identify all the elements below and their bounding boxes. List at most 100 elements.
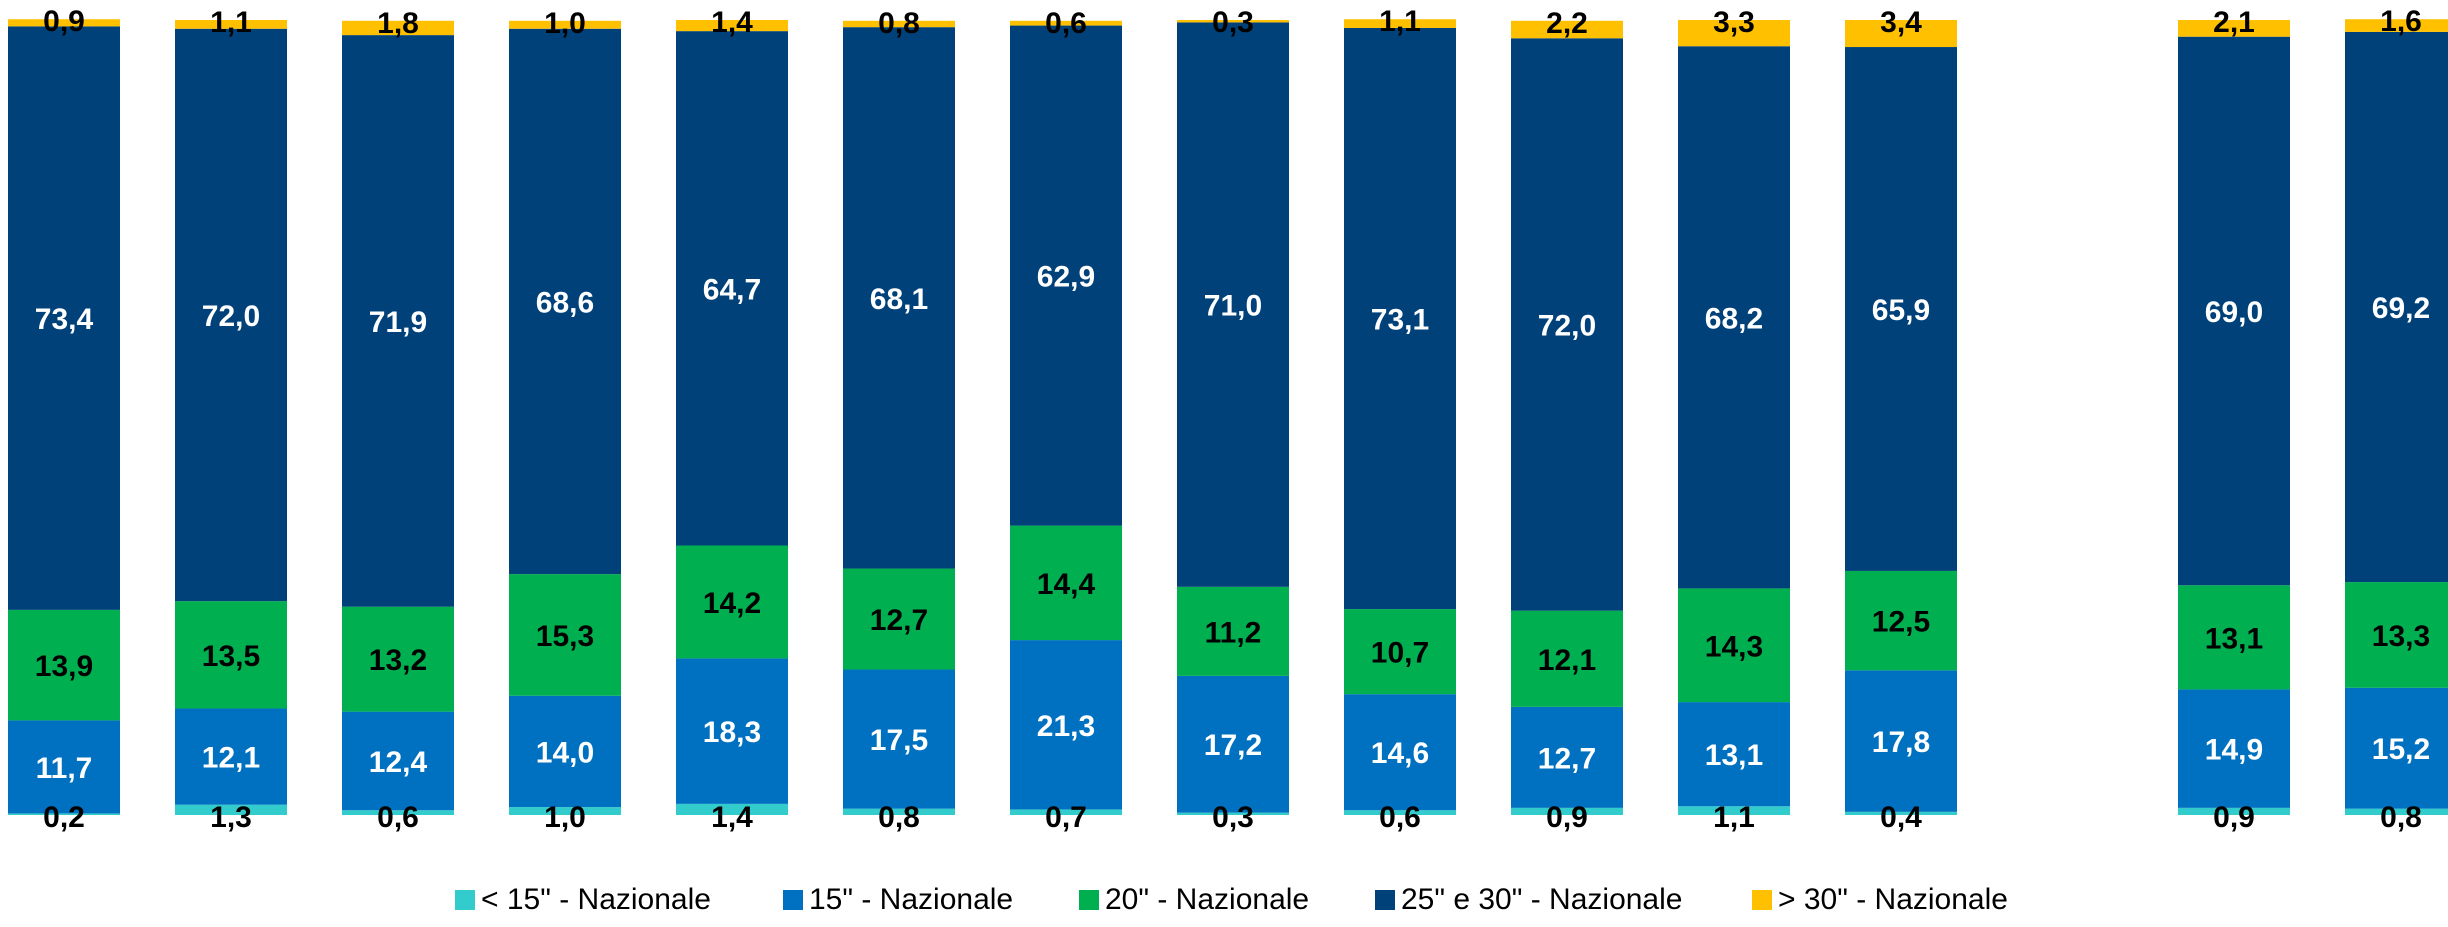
bar-segment [1845, 670, 1957, 812]
bar-segment [342, 810, 454, 815]
data-label: 1,6 [2380, 5, 2422, 38]
bar-segment [175, 804, 287, 815]
data-label: 13,1 [1705, 739, 1763, 772]
data-label: 12,7 [1538, 742, 1596, 775]
bar-segment [1344, 19, 1456, 28]
data-label: 14,3 [1705, 630, 1763, 663]
data-label: 0,7 [1045, 801, 1087, 834]
data-label: 21,3 [1037, 710, 1095, 743]
data-label: 0,9 [43, 5, 85, 38]
bar-segment [843, 808, 955, 815]
data-label: 14,0 [536, 736, 594, 769]
data-label: 69,0 [2205, 296, 2263, 329]
bar-segment [1177, 812, 1289, 815]
data-label: 0,8 [878, 7, 920, 40]
bar-segment [1511, 20, 1623, 39]
legend-swatch [1079, 890, 1099, 910]
data-label: 12,1 [202, 742, 260, 775]
bar-segment [1177, 22, 1289, 587]
data-label: 13,3 [2372, 620, 2430, 653]
bar-segment [8, 720, 120, 814]
data-label: 1,0 [544, 801, 586, 834]
bar-segment [2345, 19, 2448, 32]
bar-segment [1010, 640, 1122, 810]
legend-label: 15" - Nazionale [809, 883, 1013, 916]
bar-segment [1678, 806, 1790, 815]
legend-swatch [1375, 890, 1395, 910]
data-label: 1,1 [210, 6, 252, 39]
bar-segment [8, 26, 120, 610]
bar-segment [2178, 585, 2290, 690]
data-label: 14,4 [1037, 568, 1096, 601]
bar-segment [676, 658, 788, 804]
bar-segment [2345, 582, 2448, 688]
bar-segment [1344, 609, 1456, 695]
bar-segment [843, 20, 955, 28]
data-label: 3,4 [1880, 6, 1922, 39]
data-label: 0,6 [1045, 7, 1087, 40]
legend-swatch [455, 890, 475, 910]
bar-segment [8, 609, 120, 721]
bar-segment [2178, 36, 2290, 586]
data-label: 68,1 [870, 283, 928, 316]
bar-segment [2345, 808, 2448, 815]
bar-segment [1678, 588, 1790, 703]
data-label: 0,9 [1546, 801, 1588, 834]
bar-segment [342, 606, 454, 712]
data-label: 11,7 [36, 752, 93, 785]
data-label: 0,6 [377, 801, 419, 834]
legend-label: 20" - Nazionale [1105, 883, 1309, 916]
bar-segment [509, 20, 621, 29]
data-label: 17,8 [1872, 726, 1930, 759]
bar-segment [1010, 525, 1122, 641]
bar-segment [8, 19, 120, 27]
data-label: 2,2 [1546, 7, 1588, 40]
data-label: 11,2 [1205, 616, 1262, 649]
data-label: 68,6 [536, 286, 594, 319]
data-label: 18,3 [703, 716, 761, 749]
data-label: 0,4 [1880, 801, 1922, 834]
data-label: 1,1 [1379, 5, 1421, 38]
bar-segment [1845, 811, 1957, 815]
bar-segment [1678, 20, 1790, 47]
data-labels-layer: 0,2 11,7 13,9 73,4 0,9 1,3 12,1 13,5 72,0 1,1 0,6 1… [35, 5, 2430, 834]
bar-segment [1845, 20, 1957, 48]
legend-item: < 15" - Nazionale [455, 883, 711, 916]
legend-item: 15" - Nazionale [783, 883, 1013, 916]
bar-segment [1010, 20, 1122, 26]
data-label: 72,0 [1538, 309, 1596, 342]
data-label: 13,2 [369, 644, 427, 677]
bar-segment [1344, 810, 1456, 815]
data-label: 0,3 [1212, 6, 1254, 39]
data-label: 65,9 [1872, 294, 1930, 327]
bar-segment [2178, 807, 2290, 815]
bar-segment [2345, 687, 2448, 809]
legend-label: 25" e 30" - Nazionale [1401, 883, 1682, 916]
bar-segment [175, 708, 287, 805]
data-label: 1,0 [544, 7, 586, 40]
bar-segment [676, 545, 788, 659]
bar-segment [843, 568, 955, 670]
legend-swatch [783, 890, 803, 910]
data-label: 15,2 [2372, 733, 2430, 766]
data-label: 73,1 [1371, 304, 1429, 337]
bar-segment [8, 813, 120, 815]
bar-segment [676, 20, 788, 32]
data-label: 62,9 [1037, 261, 1095, 294]
data-label: 1,8 [377, 7, 419, 40]
bar-segment [509, 695, 621, 808]
legend: < 15" - Nazionale 15" - Nazionale 20" - Na… [455, 883, 2008, 916]
legend-item: 20" - Nazionale [1079, 883, 1309, 916]
data-label: 72,0 [202, 300, 260, 333]
bar-segment [342, 20, 454, 36]
data-label: 64,7 [703, 273, 761, 306]
data-label: 2,1 [2213, 6, 2255, 39]
legend-item: 25" e 30" - Nazionale [1375, 883, 1682, 916]
data-label: 71,9 [369, 306, 427, 339]
data-label: 12,5 [1872, 606, 1930, 639]
bar-segment [1511, 706, 1623, 808]
bar-segment [1010, 25, 1122, 526]
data-label: 71,0 [1204, 290, 1262, 323]
bar-segment [342, 35, 454, 607]
